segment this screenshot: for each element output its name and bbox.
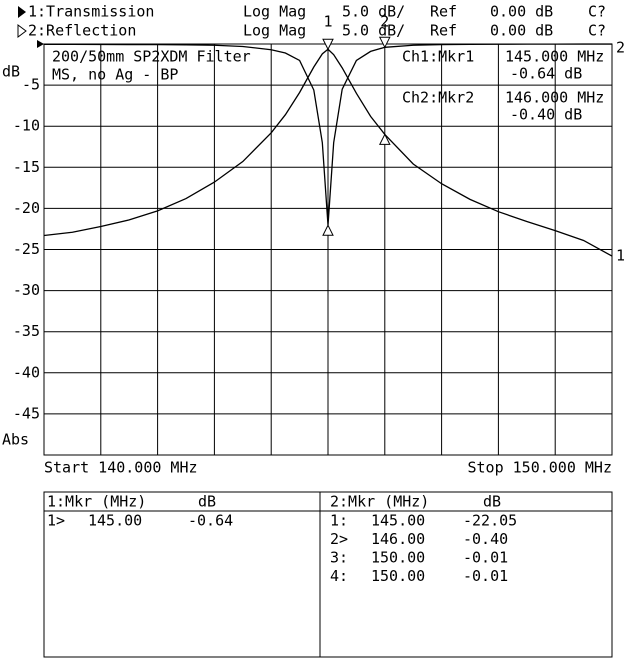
scale: 5.0 dB/ bbox=[342, 3, 405, 21]
table-cell: 145.00 bbox=[88, 512, 142, 530]
trace-label: 2 bbox=[616, 39, 625, 57]
channel-arrow bbox=[17, 24, 27, 38]
marker bbox=[322, 38, 334, 51]
y-tick-label: -30 bbox=[13, 281, 40, 299]
table-cell: 145.00 bbox=[371, 512, 425, 530]
y-tick-label: -5 bbox=[22, 76, 40, 94]
table-unit: dB bbox=[198, 493, 216, 511]
table-cell: -0.40 bbox=[463, 530, 508, 548]
readout-frequency: 146.000 MHz bbox=[505, 89, 604, 107]
annotation: MS, no Ag - BP bbox=[52, 66, 178, 84]
trace-label: 1 bbox=[616, 247, 625, 265]
readout-frequency: 145.000 MHz bbox=[505, 48, 604, 66]
table-cell: -0.01 bbox=[463, 549, 508, 567]
readout-value: -0.40 dB bbox=[510, 106, 582, 124]
marker bbox=[378, 36, 391, 49]
ref-label: Ref bbox=[430, 22, 457, 40]
y-tick-label: -20 bbox=[13, 199, 40, 217]
reference-arrow bbox=[37, 40, 44, 48]
format: Log Mag bbox=[243, 3, 306, 21]
table-cell: 150.00 bbox=[371, 567, 425, 585]
marker-label: 2 bbox=[380, 13, 389, 31]
y-tick-label: -45 bbox=[13, 404, 40, 422]
start-frequency: Start 140.000 MHz bbox=[44, 459, 198, 477]
stop-frequency: Stop 150.000 MHz bbox=[468, 459, 613, 477]
readout-channel: Ch2:Mkr2 bbox=[402, 89, 474, 107]
channel-name: 2:Reflection bbox=[28, 22, 136, 40]
table-title: 2:Mkr (MHz) bbox=[330, 493, 429, 511]
cal-status: C? bbox=[588, 3, 606, 21]
ref-label: Ref bbox=[430, 3, 457, 21]
readout-value: -0.64 dB bbox=[510, 65, 582, 83]
y-axis-label: Abs bbox=[2, 431, 29, 449]
marker-tables: 1:Mkr (MHz) dB 1> 145.00 -0.64 2:Mkr (MHz) dB 1… bbox=[47, 493, 517, 586]
table-cell: -0.64 bbox=[188, 512, 233, 530]
cal-status: C? bbox=[588, 22, 606, 40]
format: Log Mag bbox=[243, 22, 306, 40]
ref-value: 0.00 dB bbox=[490, 3, 553, 21]
table-unit: dB bbox=[483, 493, 501, 511]
table-cell: 150.00 bbox=[371, 549, 425, 567]
ref-value: 0.00 dB bbox=[490, 22, 553, 40]
y-tick-label: -25 bbox=[13, 240, 40, 258]
channel-name: 1:Transmission bbox=[28, 3, 154, 21]
y-tick-label: -40 bbox=[13, 363, 40, 381]
marker bbox=[322, 224, 334, 236]
marker bbox=[378, 133, 391, 145]
table-cell: 3: bbox=[330, 549, 348, 567]
table-cell: -22.05 bbox=[463, 512, 517, 530]
y-tick-label: -15 bbox=[13, 158, 40, 176]
y-axis-label: dB bbox=[2, 63, 20, 81]
table-title: 1:Mkr (MHz) bbox=[47, 493, 146, 511]
annotation: 200/50mm SP2XDM Filter bbox=[52, 48, 251, 66]
readout-channel: Ch1:Mkr1 bbox=[402, 48, 474, 66]
y-tick-label: -10 bbox=[13, 117, 40, 135]
marker-label: 1 bbox=[323, 13, 332, 31]
marker-table-frame bbox=[43, 491, 613, 658]
y-tick-label: -35 bbox=[13, 322, 40, 340]
table-cell: -0.01 bbox=[463, 567, 508, 585]
table-cell: 4: bbox=[330, 567, 348, 585]
scale: 5.0 dB/ bbox=[342, 22, 405, 40]
table-cell: 1> bbox=[47, 512, 65, 530]
table-cell: 2> bbox=[330, 530, 348, 548]
active-channel-arrow bbox=[18, 6, 26, 18]
table-cell: 146.00 bbox=[371, 530, 425, 548]
table-cell: 1: bbox=[330, 512, 348, 530]
